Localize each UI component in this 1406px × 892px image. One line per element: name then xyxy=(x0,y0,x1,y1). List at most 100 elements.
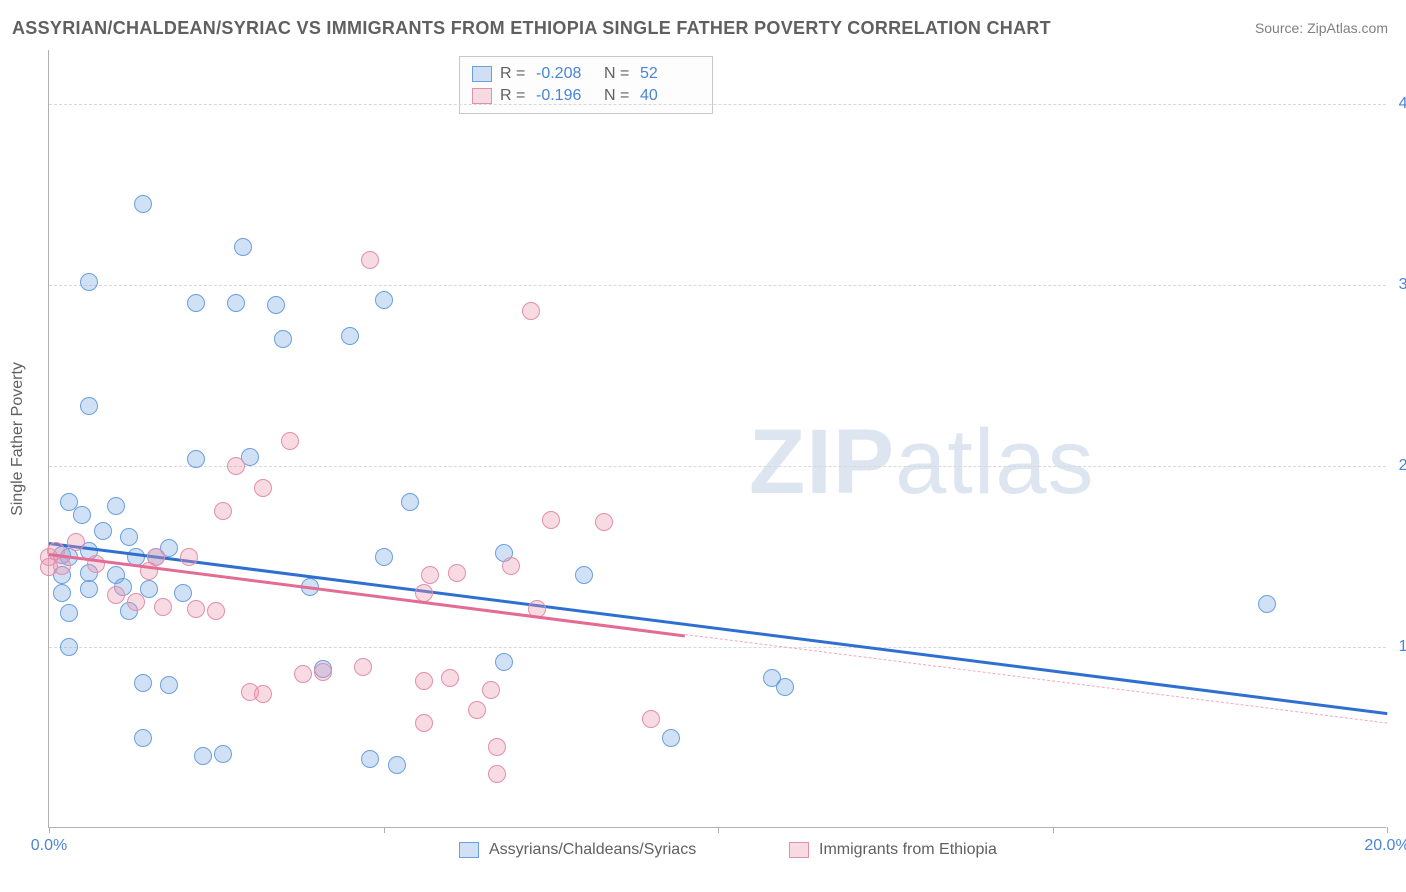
data-point xyxy=(67,533,85,551)
data-point xyxy=(495,653,513,671)
data-point xyxy=(227,457,245,475)
data-point xyxy=(134,195,152,213)
plot-area: Single Father Poverty ZIPatlas R =-0.208… xyxy=(48,50,1386,828)
data-point xyxy=(375,548,393,566)
legend-r-label: R = xyxy=(500,63,528,85)
data-point xyxy=(94,522,112,540)
data-point xyxy=(441,669,459,687)
data-point xyxy=(361,251,379,269)
data-point xyxy=(194,747,212,765)
data-point xyxy=(267,296,285,314)
y-tick-label: 10.0% xyxy=(1392,638,1406,656)
chart-title: ASSYRIAN/CHALDEAN/SYRIAC VS IMMIGRANTS F… xyxy=(12,18,1051,39)
data-point xyxy=(187,450,205,468)
data-point xyxy=(134,729,152,747)
series-label: Immigrants from Ethiopia xyxy=(819,841,997,859)
legend-n-label: N = xyxy=(604,63,632,85)
data-point xyxy=(341,327,359,345)
data-point xyxy=(53,584,71,602)
data-point xyxy=(448,564,466,582)
data-point xyxy=(421,566,439,584)
legend-n-value: 52 xyxy=(640,63,700,85)
data-point xyxy=(375,291,393,309)
y-tick-label: 20.0% xyxy=(1392,457,1406,475)
x-tick xyxy=(49,827,50,833)
data-point xyxy=(1258,595,1276,613)
legend-swatch xyxy=(472,66,492,82)
data-point xyxy=(281,432,299,450)
data-point xyxy=(294,665,312,683)
data-point xyxy=(354,658,372,676)
data-point xyxy=(207,602,225,620)
data-point xyxy=(60,604,78,622)
data-point xyxy=(160,676,178,694)
source-label: Source: ZipAtlas.com xyxy=(1255,20,1388,36)
data-point xyxy=(415,672,433,690)
data-point xyxy=(401,493,419,511)
data-point xyxy=(134,674,152,692)
y-tick-label: 40.0% xyxy=(1392,95,1406,113)
data-point xyxy=(254,685,272,703)
data-point xyxy=(214,502,232,520)
data-point xyxy=(120,528,138,546)
x-tick xyxy=(1053,827,1054,833)
data-point xyxy=(361,750,379,768)
y-axis-label: Single Father Poverty xyxy=(9,362,27,516)
gridline xyxy=(49,647,1386,648)
data-point xyxy=(107,497,125,515)
data-point xyxy=(662,729,680,747)
legend-swatch xyxy=(459,842,479,858)
series-legend: Immigrants from Ethiopia xyxy=(789,841,997,859)
data-point xyxy=(214,745,232,763)
plot: ZIPatlas R =-0.208N =52R =-0.196N =40 10… xyxy=(48,50,1386,828)
data-point xyxy=(488,765,506,783)
data-point xyxy=(227,294,245,312)
legend-swatch xyxy=(472,88,492,104)
data-point xyxy=(80,397,98,415)
data-point xyxy=(502,557,520,575)
x-tick xyxy=(1387,827,1388,833)
data-point xyxy=(107,586,125,604)
data-point xyxy=(154,598,172,616)
data-point xyxy=(575,566,593,584)
data-point xyxy=(482,681,500,699)
data-point xyxy=(234,238,252,256)
data-point xyxy=(127,593,145,611)
data-point xyxy=(314,663,332,681)
data-point xyxy=(542,511,560,529)
x-tick xyxy=(384,827,385,833)
data-point xyxy=(53,557,71,575)
x-tick-label: 20.0% xyxy=(1364,837,1406,855)
gridline xyxy=(49,285,1386,286)
series-label: Assyrians/Chaldeans/Syriacs xyxy=(489,841,696,859)
legend-r-value: -0.208 xyxy=(536,63,596,85)
data-point xyxy=(763,669,781,687)
data-point xyxy=(80,580,98,598)
data-point xyxy=(488,738,506,756)
data-point xyxy=(174,584,192,602)
data-point xyxy=(60,638,78,656)
data-point xyxy=(180,548,198,566)
data-point xyxy=(274,330,292,348)
legend-swatch xyxy=(789,842,809,858)
data-point xyxy=(80,273,98,291)
gridline xyxy=(49,104,1386,105)
watermark-atlas: atlas xyxy=(895,411,1094,513)
data-point xyxy=(642,710,660,728)
data-point xyxy=(73,506,91,524)
gridline xyxy=(49,466,1386,467)
data-point xyxy=(254,479,272,497)
data-point xyxy=(415,584,433,602)
series-legend: Assyrians/Chaldeans/Syriacs xyxy=(459,841,696,859)
x-tick-label: 0.0% xyxy=(31,837,67,855)
data-point xyxy=(187,294,205,312)
correlation-legend: R =-0.208N =52R =-0.196N =40 xyxy=(459,56,713,114)
data-point xyxy=(388,756,406,774)
data-point xyxy=(415,714,433,732)
data-point xyxy=(187,600,205,618)
legend-row: R = -0.208 N = 52 xyxy=(472,63,700,85)
x-tick xyxy=(718,827,719,833)
data-point xyxy=(595,513,613,531)
watermark: ZIPatlas xyxy=(749,410,1094,515)
y-tick-label: 30.0% xyxy=(1392,276,1406,294)
